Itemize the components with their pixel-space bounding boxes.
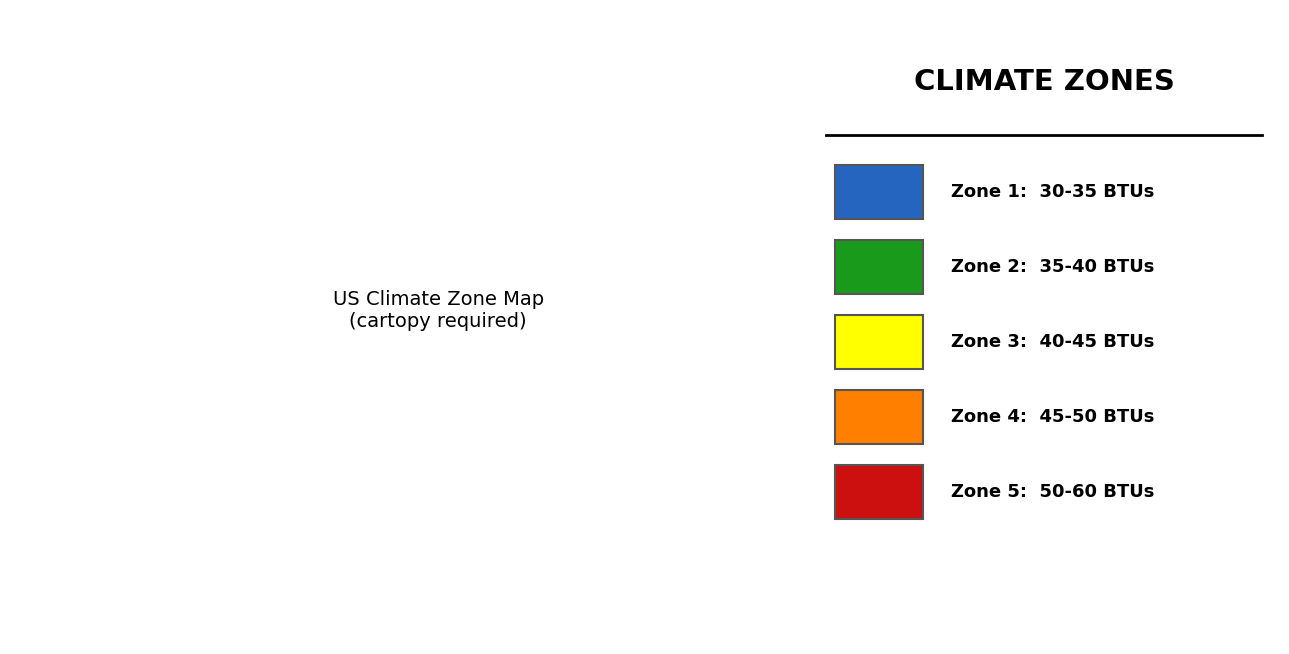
Text: Zone 3:  40-45 BTUs: Zone 3: 40-45 BTUs: [951, 333, 1155, 351]
FancyBboxPatch shape: [835, 390, 923, 444]
Text: Zone 4:  45-50 BTUs: Zone 4: 45-50 BTUs: [951, 408, 1155, 426]
Text: CLIMATE ZONES: CLIMATE ZONES: [914, 69, 1174, 96]
Text: US Climate Zone Map
(cartopy required): US Climate Zone Map (cartopy required): [333, 290, 544, 331]
FancyBboxPatch shape: [835, 165, 923, 218]
FancyBboxPatch shape: [835, 240, 923, 294]
FancyBboxPatch shape: [835, 315, 923, 369]
Text: Zone 5:  50-60 BTUs: Zone 5: 50-60 BTUs: [951, 483, 1155, 501]
FancyBboxPatch shape: [835, 465, 923, 519]
Text: Zone 1:  30-35 BTUs: Zone 1: 30-35 BTUs: [951, 182, 1155, 201]
Text: Zone 2:  35-40 BTUs: Zone 2: 35-40 BTUs: [951, 258, 1155, 276]
